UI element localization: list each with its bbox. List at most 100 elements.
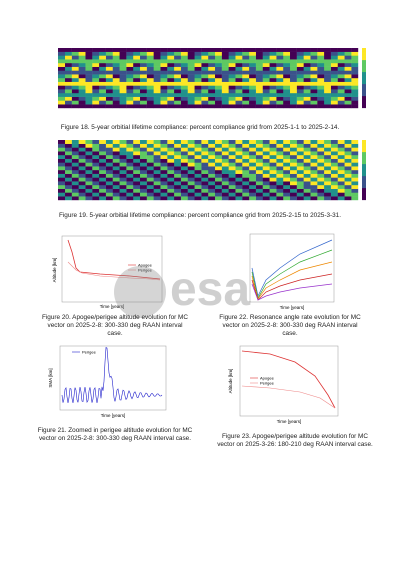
cell bbox=[276, 66, 284, 71]
cell bbox=[276, 188, 284, 193]
cell bbox=[296, 63, 304, 67]
cell bbox=[167, 74, 175, 79]
cell bbox=[344, 55, 352, 60]
cell bbox=[98, 196, 106, 201]
legend-label: Perigee bbox=[138, 268, 153, 273]
cell bbox=[330, 55, 338, 60]
cell bbox=[303, 188, 311, 193]
cell bbox=[78, 59, 86, 64]
cell bbox=[303, 70, 311, 75]
cell bbox=[160, 74, 168, 79]
cell bbox=[262, 85, 270, 90]
cell bbox=[119, 85, 127, 90]
cell bbox=[173, 196, 181, 201]
cell bbox=[317, 181, 325, 186]
cell bbox=[105, 100, 113, 105]
cell bbox=[221, 158, 229, 163]
cell bbox=[85, 96, 93, 101]
cell bbox=[180, 162, 188, 167]
cell bbox=[362, 102, 366, 106]
cell bbox=[330, 155, 338, 159]
cell bbox=[119, 177, 127, 182]
cell bbox=[351, 81, 359, 86]
cell bbox=[173, 100, 181, 105]
cell bbox=[105, 188, 113, 193]
cell bbox=[126, 55, 134, 60]
cell bbox=[98, 70, 106, 75]
cell bbox=[201, 48, 209, 52]
cell bbox=[323, 78, 331, 82]
cell bbox=[180, 151, 188, 156]
cell bbox=[255, 151, 263, 156]
cell bbox=[201, 78, 209, 82]
cell bbox=[221, 85, 229, 90]
watermark-text: esa bbox=[170, 263, 250, 316]
cell bbox=[255, 147, 263, 152]
cell bbox=[180, 196, 188, 201]
cell bbox=[187, 166, 195, 171]
cell bbox=[105, 81, 113, 86]
cell bbox=[303, 147, 311, 152]
cell bbox=[180, 89, 188, 94]
caption: Figure 22. Resonance angle rate evolutio… bbox=[219, 314, 361, 337]
cell bbox=[58, 93, 66, 97]
cell bbox=[119, 166, 127, 171]
cell bbox=[64, 89, 72, 94]
cell bbox=[112, 196, 120, 201]
cell bbox=[167, 162, 175, 167]
cell bbox=[126, 185, 134, 189]
cell bbox=[296, 55, 304, 60]
cell bbox=[146, 48, 154, 52]
cell bbox=[317, 185, 325, 189]
cell bbox=[283, 177, 291, 182]
cell bbox=[276, 78, 284, 82]
cell bbox=[187, 158, 195, 163]
cell bbox=[235, 147, 243, 152]
cell bbox=[139, 158, 147, 163]
cell bbox=[105, 162, 113, 167]
cell bbox=[317, 143, 325, 148]
cell bbox=[92, 96, 100, 101]
cell bbox=[323, 158, 331, 163]
cell bbox=[351, 158, 359, 163]
cell bbox=[201, 177, 209, 182]
cell bbox=[167, 170, 175, 174]
cell bbox=[187, 188, 195, 193]
cell bbox=[242, 85, 250, 90]
cell bbox=[160, 55, 168, 60]
cell bbox=[262, 140, 270, 144]
cell bbox=[362, 99, 366, 103]
cell bbox=[310, 196, 318, 201]
cell bbox=[187, 147, 195, 152]
cell bbox=[146, 162, 154, 167]
cell bbox=[180, 63, 188, 67]
cell bbox=[133, 140, 141, 144]
cell bbox=[337, 70, 345, 75]
cell bbox=[337, 48, 345, 52]
cell bbox=[296, 96, 304, 101]
cell bbox=[283, 74, 291, 79]
cell bbox=[255, 166, 263, 171]
cell bbox=[139, 93, 147, 97]
cell bbox=[71, 140, 79, 144]
cell bbox=[248, 55, 256, 60]
cell bbox=[248, 48, 256, 52]
cell bbox=[105, 192, 113, 197]
cell bbox=[283, 147, 291, 152]
cell bbox=[214, 96, 222, 101]
cell bbox=[351, 78, 359, 82]
cell bbox=[235, 173, 243, 178]
cell bbox=[71, 170, 79, 174]
cell bbox=[146, 96, 154, 101]
cell bbox=[248, 143, 256, 148]
cell bbox=[337, 162, 345, 167]
cell bbox=[262, 166, 270, 171]
cell bbox=[248, 51, 256, 56]
cell bbox=[303, 177, 311, 182]
cell bbox=[187, 177, 195, 182]
cell bbox=[330, 140, 338, 144]
cell bbox=[167, 188, 175, 193]
cell bbox=[296, 66, 304, 71]
cell bbox=[317, 51, 325, 56]
cell bbox=[303, 93, 311, 97]
